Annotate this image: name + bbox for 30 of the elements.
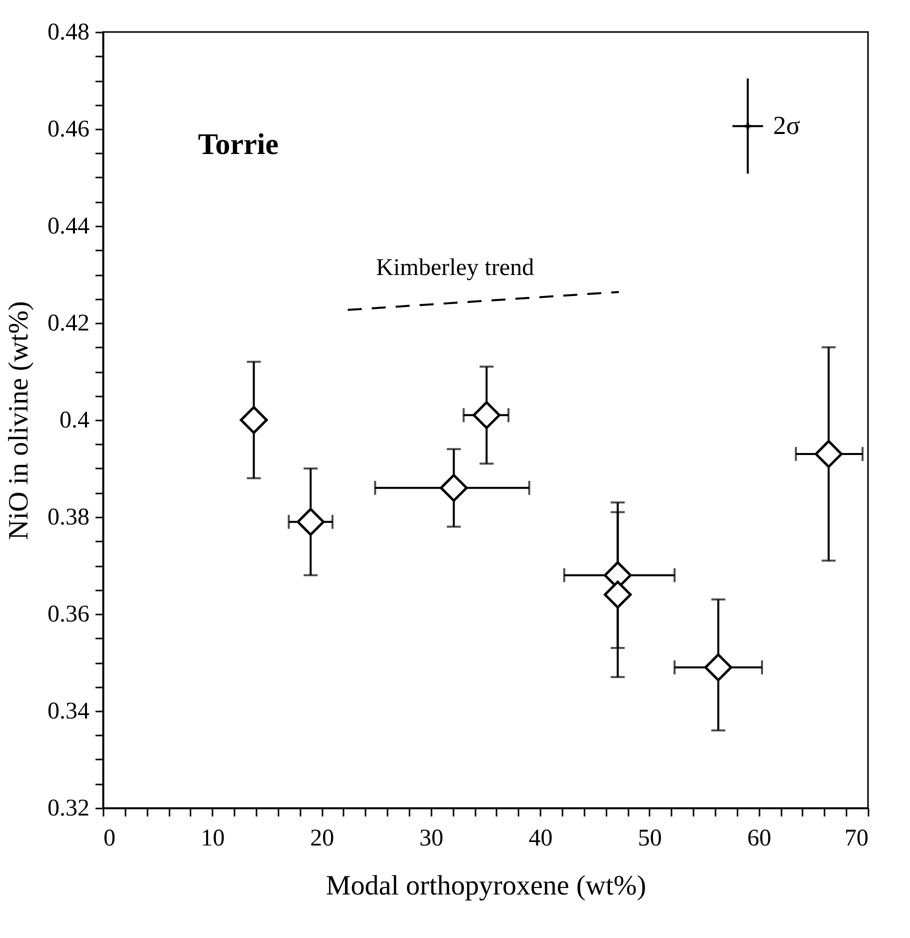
point <box>472 401 501 430</box>
y-tick-label: 0.42 <box>48 310 90 336</box>
y-tick-label: 0.46 <box>48 116 90 142</box>
y-tick-label: 0.32 <box>48 796 90 822</box>
point <box>744 122 751 130</box>
y-tick-label: 0.44 <box>48 214 90 240</box>
x-tick-label: 40 <box>528 826 553 852</box>
x-tick-label: 0 <box>104 826 116 852</box>
x-tick-label: 20 <box>310 826 334 852</box>
point <box>604 580 632 609</box>
annotation: Kimberley trend <box>376 255 534 281</box>
point <box>440 474 468 502</box>
y-tick-label: 0.48 <box>48 20 90 46</box>
point <box>296 508 325 536</box>
x-tick-label: 50 <box>638 826 662 852</box>
series-label: 2σ <box>773 111 800 140</box>
y-tick-label: 0.4 <box>60 408 90 434</box>
y-tick-label: 0.36 <box>48 602 90 628</box>
x-tick-label: 60 <box>747 826 772 852</box>
y-axis-title: NiO in olivine (wt%) <box>4 301 34 540</box>
x-axis-title: Modal orthopyroxene (wt%) <box>326 870 646 902</box>
point <box>704 653 732 682</box>
x-tick-label: 10 <box>200 826 225 852</box>
point <box>814 440 843 468</box>
x-tick-label: 30 <box>419 826 444 852</box>
y-tick-label: 0.34 <box>48 698 90 724</box>
x-tick-label: 70 <box>844 826 868 852</box>
point <box>240 406 268 434</box>
y-tick-label: 0.38 <box>48 504 90 530</box>
annotation: Torrie <box>198 128 279 161</box>
